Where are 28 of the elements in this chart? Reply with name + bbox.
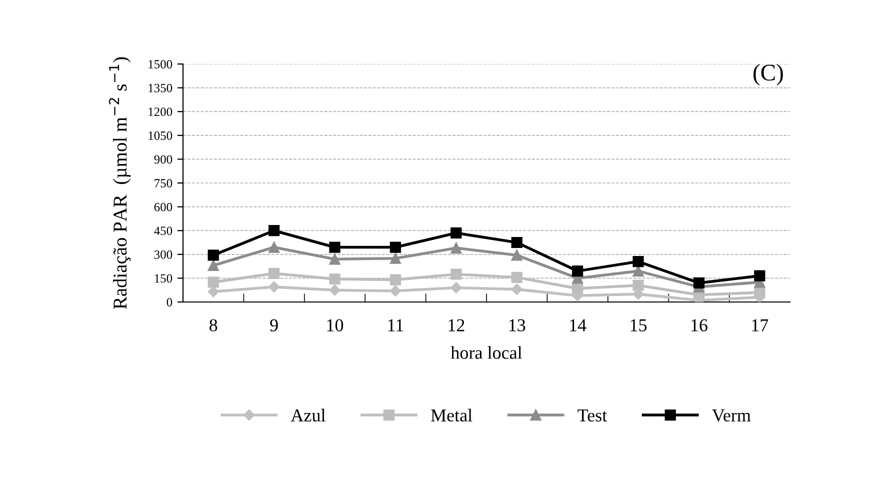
y-tick-label: 0: [166, 298, 172, 306]
x-tick-label: 14: [570, 319, 586, 332]
y-tick-label: 150: [154, 274, 172, 283]
x-axis-title: hora local: [450, 346, 522, 359]
x-tick-label: 12: [448, 319, 464, 332]
x-tick-label: 13: [509, 319, 526, 332]
y-tick-label: 1200: [148, 108, 172, 116]
legend-label: Verm: [712, 410, 751, 422]
x-tick-label: 9: [270, 319, 278, 332]
x-tick-label: 10: [327, 319, 344, 332]
legend-label: Test: [578, 410, 608, 422]
annotation: (C): [753, 64, 783, 86]
x-tick-label: 16: [692, 319, 708, 332]
x-tick-label: 15: [630, 319, 647, 332]
y-tick-label: 450: [154, 226, 172, 236]
x-tick-label: 17: [752, 319, 768, 332]
y-tick-label: 900: [154, 155, 172, 164]
legend-label: Metal: [430, 408, 472, 422]
x-tick-label: 8: [210, 319, 218, 332]
y-tick-label: 1050: [148, 131, 172, 140]
y-tick-label: 1350: [148, 84, 172, 92]
y-tick-label: 300: [154, 250, 172, 259]
x-tick-label: 11: [388, 319, 404, 332]
y-tick-label: 750: [154, 179, 172, 188]
y-tick-label: 600: [154, 202, 172, 212]
y-tick-label: 1500: [148, 60, 172, 68]
legend-label: Azul: [290, 408, 326, 422]
y-axis-title: Radiação PAR (µmol m$^{−2}$ s$^{−1}$): [108, 57, 131, 310]
